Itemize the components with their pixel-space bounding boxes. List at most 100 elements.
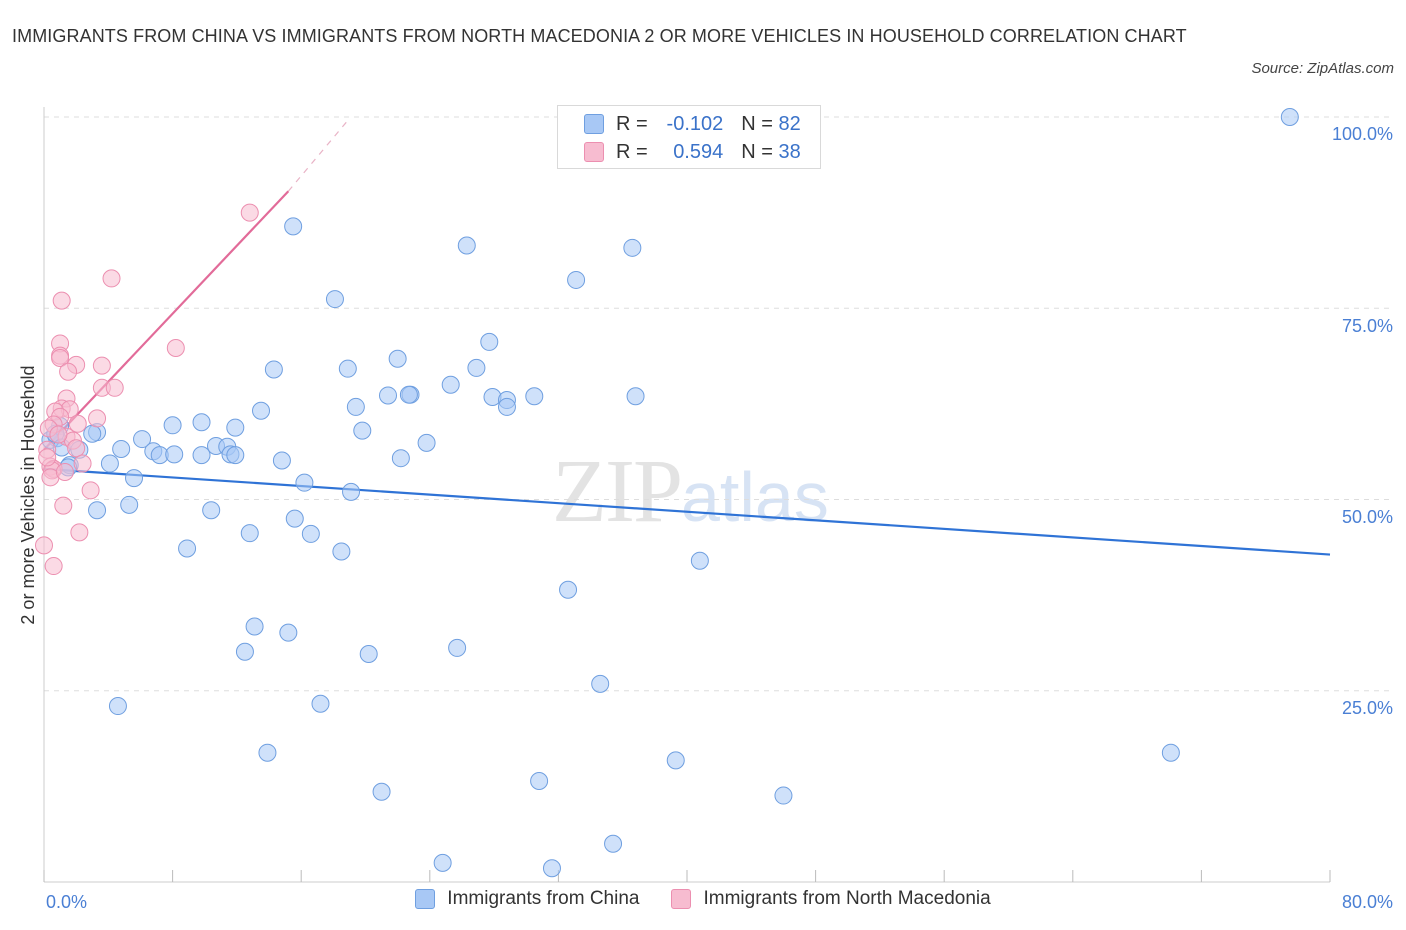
point-china	[448, 638, 467, 657]
point-china	[342, 482, 361, 501]
point-china	[279, 623, 298, 642]
y-tick-label-100: 100.0%	[1332, 124, 1393, 144]
watermark-atlas: atlas	[681, 458, 829, 536]
point-china	[346, 397, 365, 416]
legend-n-label: N =	[741, 140, 773, 163]
point-china	[388, 349, 407, 368]
point-macedonia	[54, 496, 73, 515]
point-china	[457, 236, 476, 255]
point-macedonia	[105, 378, 124, 397]
y-tick-label-25: 25.0%	[1342, 698, 1393, 718]
legend-n-macedonia: 38	[778, 140, 801, 163]
point-china	[525, 387, 544, 406]
point-china	[125, 469, 144, 488]
point-china	[666, 751, 685, 770]
legend-r-label: R =	[616, 112, 648, 135]
legend-r-label: R =	[616, 140, 648, 163]
series-swatch-macedonia	[671, 889, 692, 909]
point-macedonia	[240, 203, 259, 222]
series-legend-macedonia: Immigrants from North Macedonia	[671, 888, 991, 910]
y-tick-label-50: 50.0%	[1342, 507, 1393, 527]
point-china	[112, 440, 131, 459]
trend-extension-macedonia	[287, 118, 350, 192]
chart-title: IMMIGRANTS FROM CHINA VS IMMIGRANTS FROM…	[12, 26, 1187, 46]
legend-row-china: R = -0.102 N = 82	[584, 111, 801, 137]
legend-r-china: -0.102	[666, 112, 724, 135]
point-china	[391, 449, 410, 468]
point-china	[284, 217, 303, 236]
series-swatch-china	[415, 889, 436, 909]
point-china	[1161, 743, 1180, 762]
point-macedonia	[44, 557, 63, 576]
point-china	[252, 401, 271, 420]
point-china	[301, 524, 320, 543]
point-china	[774, 786, 793, 805]
point-macedonia	[38, 448, 57, 467]
axes	[43, 107, 1331, 883]
point-macedonia	[59, 362, 78, 381]
point-macedonia	[73, 454, 92, 473]
point-china	[542, 859, 561, 878]
point-china	[332, 542, 351, 561]
point-china	[359, 645, 378, 664]
point-macedonia	[81, 481, 100, 500]
point-china	[325, 290, 344, 309]
point-china	[690, 551, 709, 570]
point-macedonia	[102, 269, 121, 288]
trend-line-china	[43, 467, 1331, 556]
point-china	[480, 332, 499, 351]
point-macedonia	[70, 523, 89, 542]
point-china	[202, 501, 221, 520]
point-china	[591, 674, 610, 693]
point-china	[272, 451, 291, 470]
point-china	[559, 580, 578, 599]
point-china	[163, 416, 182, 435]
series-legend-macedonia-label: Immigrants from North Macedonia	[703, 888, 991, 909]
point-china	[441, 375, 460, 394]
point-china	[240, 524, 259, 543]
point-china	[467, 358, 486, 377]
point-china	[604, 834, 623, 853]
series-legend-china-label: Immigrants from China	[447, 888, 640, 909]
point-china	[133, 430, 152, 449]
point-china	[285, 509, 304, 528]
point-china	[379, 386, 398, 405]
point-china	[192, 446, 211, 465]
source-label: Source: ZipAtlas.com	[1251, 60, 1394, 77]
correlation-legend: R = -0.102 N = 82 R = 0.594 N = 38	[557, 105, 821, 169]
point-china	[83, 424, 102, 443]
grid	[44, 116, 1392, 692]
point-china	[235, 642, 254, 661]
point-china	[108, 697, 127, 716]
point-china	[88, 501, 107, 520]
point-china	[226, 418, 245, 437]
data-points	[35, 108, 1299, 878]
legend-r-macedonia: 0.594	[673, 140, 724, 163]
trend-line-macedonia	[43, 190, 290, 451]
legend-row-macedonia: R = 0.594 N = 38	[584, 139, 801, 165]
x-tick-label-max: 80.0%	[1342, 892, 1393, 912]
point-china	[338, 359, 357, 378]
point-china	[100, 454, 119, 473]
series-legend: Immigrants from China Immigrants from No…	[0, 888, 1406, 910]
legend-n-label: N =	[741, 112, 773, 135]
point-macedonia	[55, 462, 74, 481]
point-china	[567, 270, 586, 289]
legend-n-china: 82	[778, 112, 801, 135]
watermark: ZIPatlas	[552, 440, 829, 543]
point-china	[626, 387, 645, 406]
point-china	[372, 782, 391, 801]
point-macedonia	[68, 414, 87, 433]
point-macedonia	[49, 425, 68, 444]
point-china	[530, 772, 549, 791]
point-china	[623, 238, 642, 257]
point-china	[295, 473, 314, 492]
point-china	[192, 413, 211, 432]
y-tick-label-75: 75.0%	[1342, 316, 1393, 336]
point-china	[245, 617, 264, 636]
y-axis-title: 2 or more Vehicles in Household	[18, 365, 38, 624]
point-macedonia	[88, 409, 107, 428]
point-china	[353, 421, 372, 440]
point-china	[497, 397, 516, 416]
